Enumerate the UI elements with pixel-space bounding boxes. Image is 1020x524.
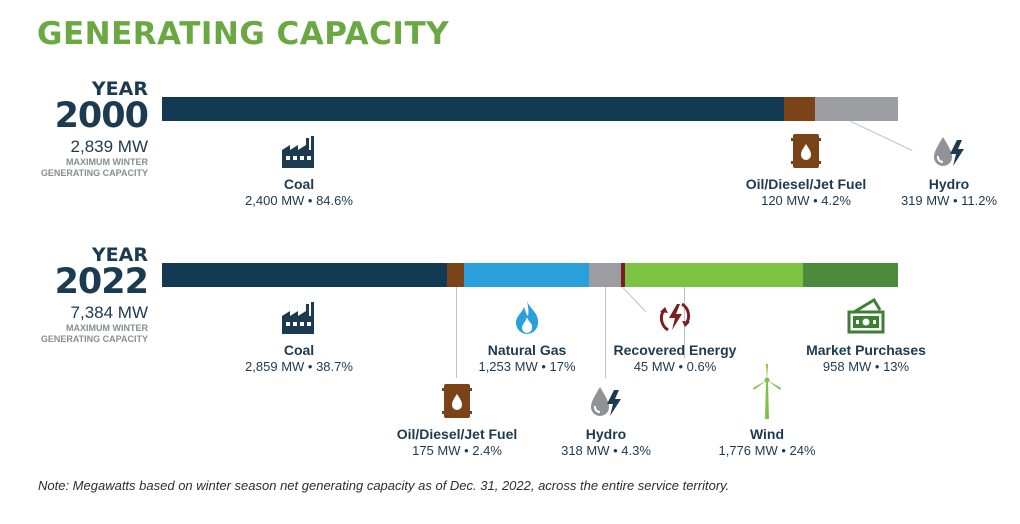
bar-segment-hydro [815,97,899,121]
subtitle-line1: MAXIMUM WINTER [66,323,148,333]
bar-segment-hydro [589,263,622,287]
callout-2000-hydro: Hydro 319 MW • 11.2% [854,130,1020,209]
year-word: YEAR [91,244,148,266]
bar-segment-oil [446,263,465,287]
recovered-energy-icon [580,296,770,336]
segment-name: Coal [283,342,315,358]
footnote: Note: Megawatts based on winter season n… [38,478,730,493]
leader-line-hydro-2022 [605,287,607,378]
total-capacity: 7,384 MW [70,303,148,322]
segment-name: Hydro [928,176,970,192]
segment-value: 318 MW • 4.3% [561,443,651,458]
segment-value: 45 MW • 0.6% [633,359,717,374]
money-icon [771,296,961,336]
callout-2000-coal: Coal 2,400 MW • 84.6% [204,130,394,209]
bar-segment-gas [464,263,590,287]
segment-value: 319 MW • 11.2% [900,193,998,208]
callout-2022-market: Market Purchases 958 MW • 13% [771,296,961,375]
segment-value: 1,253 MW • 17% [478,359,576,374]
bar-segment-coal [162,97,785,121]
segment-name: Oil/Diesel/Jet Fuel [745,176,867,192]
hydro-drop-icon [854,130,1020,170]
factory-icon [204,130,394,170]
wind-turbine-icon [672,362,862,420]
year-word: YEAR [91,78,148,100]
subtitle-line2: GENERATING CAPACITY [40,168,148,178]
callout-2022-hydro: Hydro 318 MW • 4.3% [511,380,701,459]
callout-2022-recovered: Recovered Energy 45 MW • 0.6% [580,296,770,375]
subtitle-line2: GENERATING CAPACITY [40,334,148,344]
stacked-bar-2000 [162,97,899,121]
callout-2022-wind: Wind 1,776 MW • 24% [672,362,862,459]
subtitle-line1: MAXIMUM WINTER [66,157,148,167]
flame-icon [432,296,622,336]
year-number: 2000 [54,96,149,136]
page-title: GENERATING CAPACITY [37,16,450,52]
callout-2022-gas: Natural Gas 1,253 MW • 17% [432,296,622,375]
leader-line-oil-2022 [455,287,457,378]
segment-value: 2,859 MW • 38.7% [245,359,353,374]
segment-name: Recovered Energy [613,342,737,358]
bar-segment-oil [784,97,816,121]
segment-value: 120 MW • 4.2% [761,193,851,208]
oil-barrel-icon [362,380,552,420]
segment-name: Hydro [585,426,627,442]
hydro-drop-icon [511,380,701,420]
segment-name: Natural Gas [487,342,567,358]
segment-name: Market Purchases [806,342,926,358]
segment-value: 2,400 MW • 84.6% [245,193,353,208]
bar-segment-coal [162,263,448,287]
oil-barrel-icon [711,130,901,170]
bar-segment-recovered [621,263,626,287]
bar-segment-market [802,263,899,287]
callout-2022-oil: Oil/Diesel/Jet Fuel 175 MW • 2.4% [362,380,552,459]
stacked-bar-2022 [162,263,899,287]
segment-name: Oil/Diesel/Jet Fuel [396,426,518,442]
segment-value: 175 MW • 2.4% [412,443,502,458]
factory-icon [204,296,394,336]
segment-value: 958 MW • 13% [822,359,910,374]
segment-name: Wind [749,426,785,442]
year-number: 2022 [54,262,149,302]
segment-name: Coal [283,176,315,192]
segment-value: 1,776 MW • 24% [718,443,816,458]
callout-2000-oil: Oil/Diesel/Jet Fuel 120 MW • 4.2% [711,130,901,209]
year-2022-label: YEAR 2022 7,384 MW MAXIMUM WINTER GENERA… [8,244,149,345]
year-2000-label: YEAR 2000 2,839 MW MAXIMUM WINTER GENERA… [8,78,149,179]
total-capacity: 2,839 MW [70,137,148,156]
callout-2022-coal: Coal 2,859 MW • 38.7% [204,296,394,375]
bar-segment-wind [625,263,803,287]
